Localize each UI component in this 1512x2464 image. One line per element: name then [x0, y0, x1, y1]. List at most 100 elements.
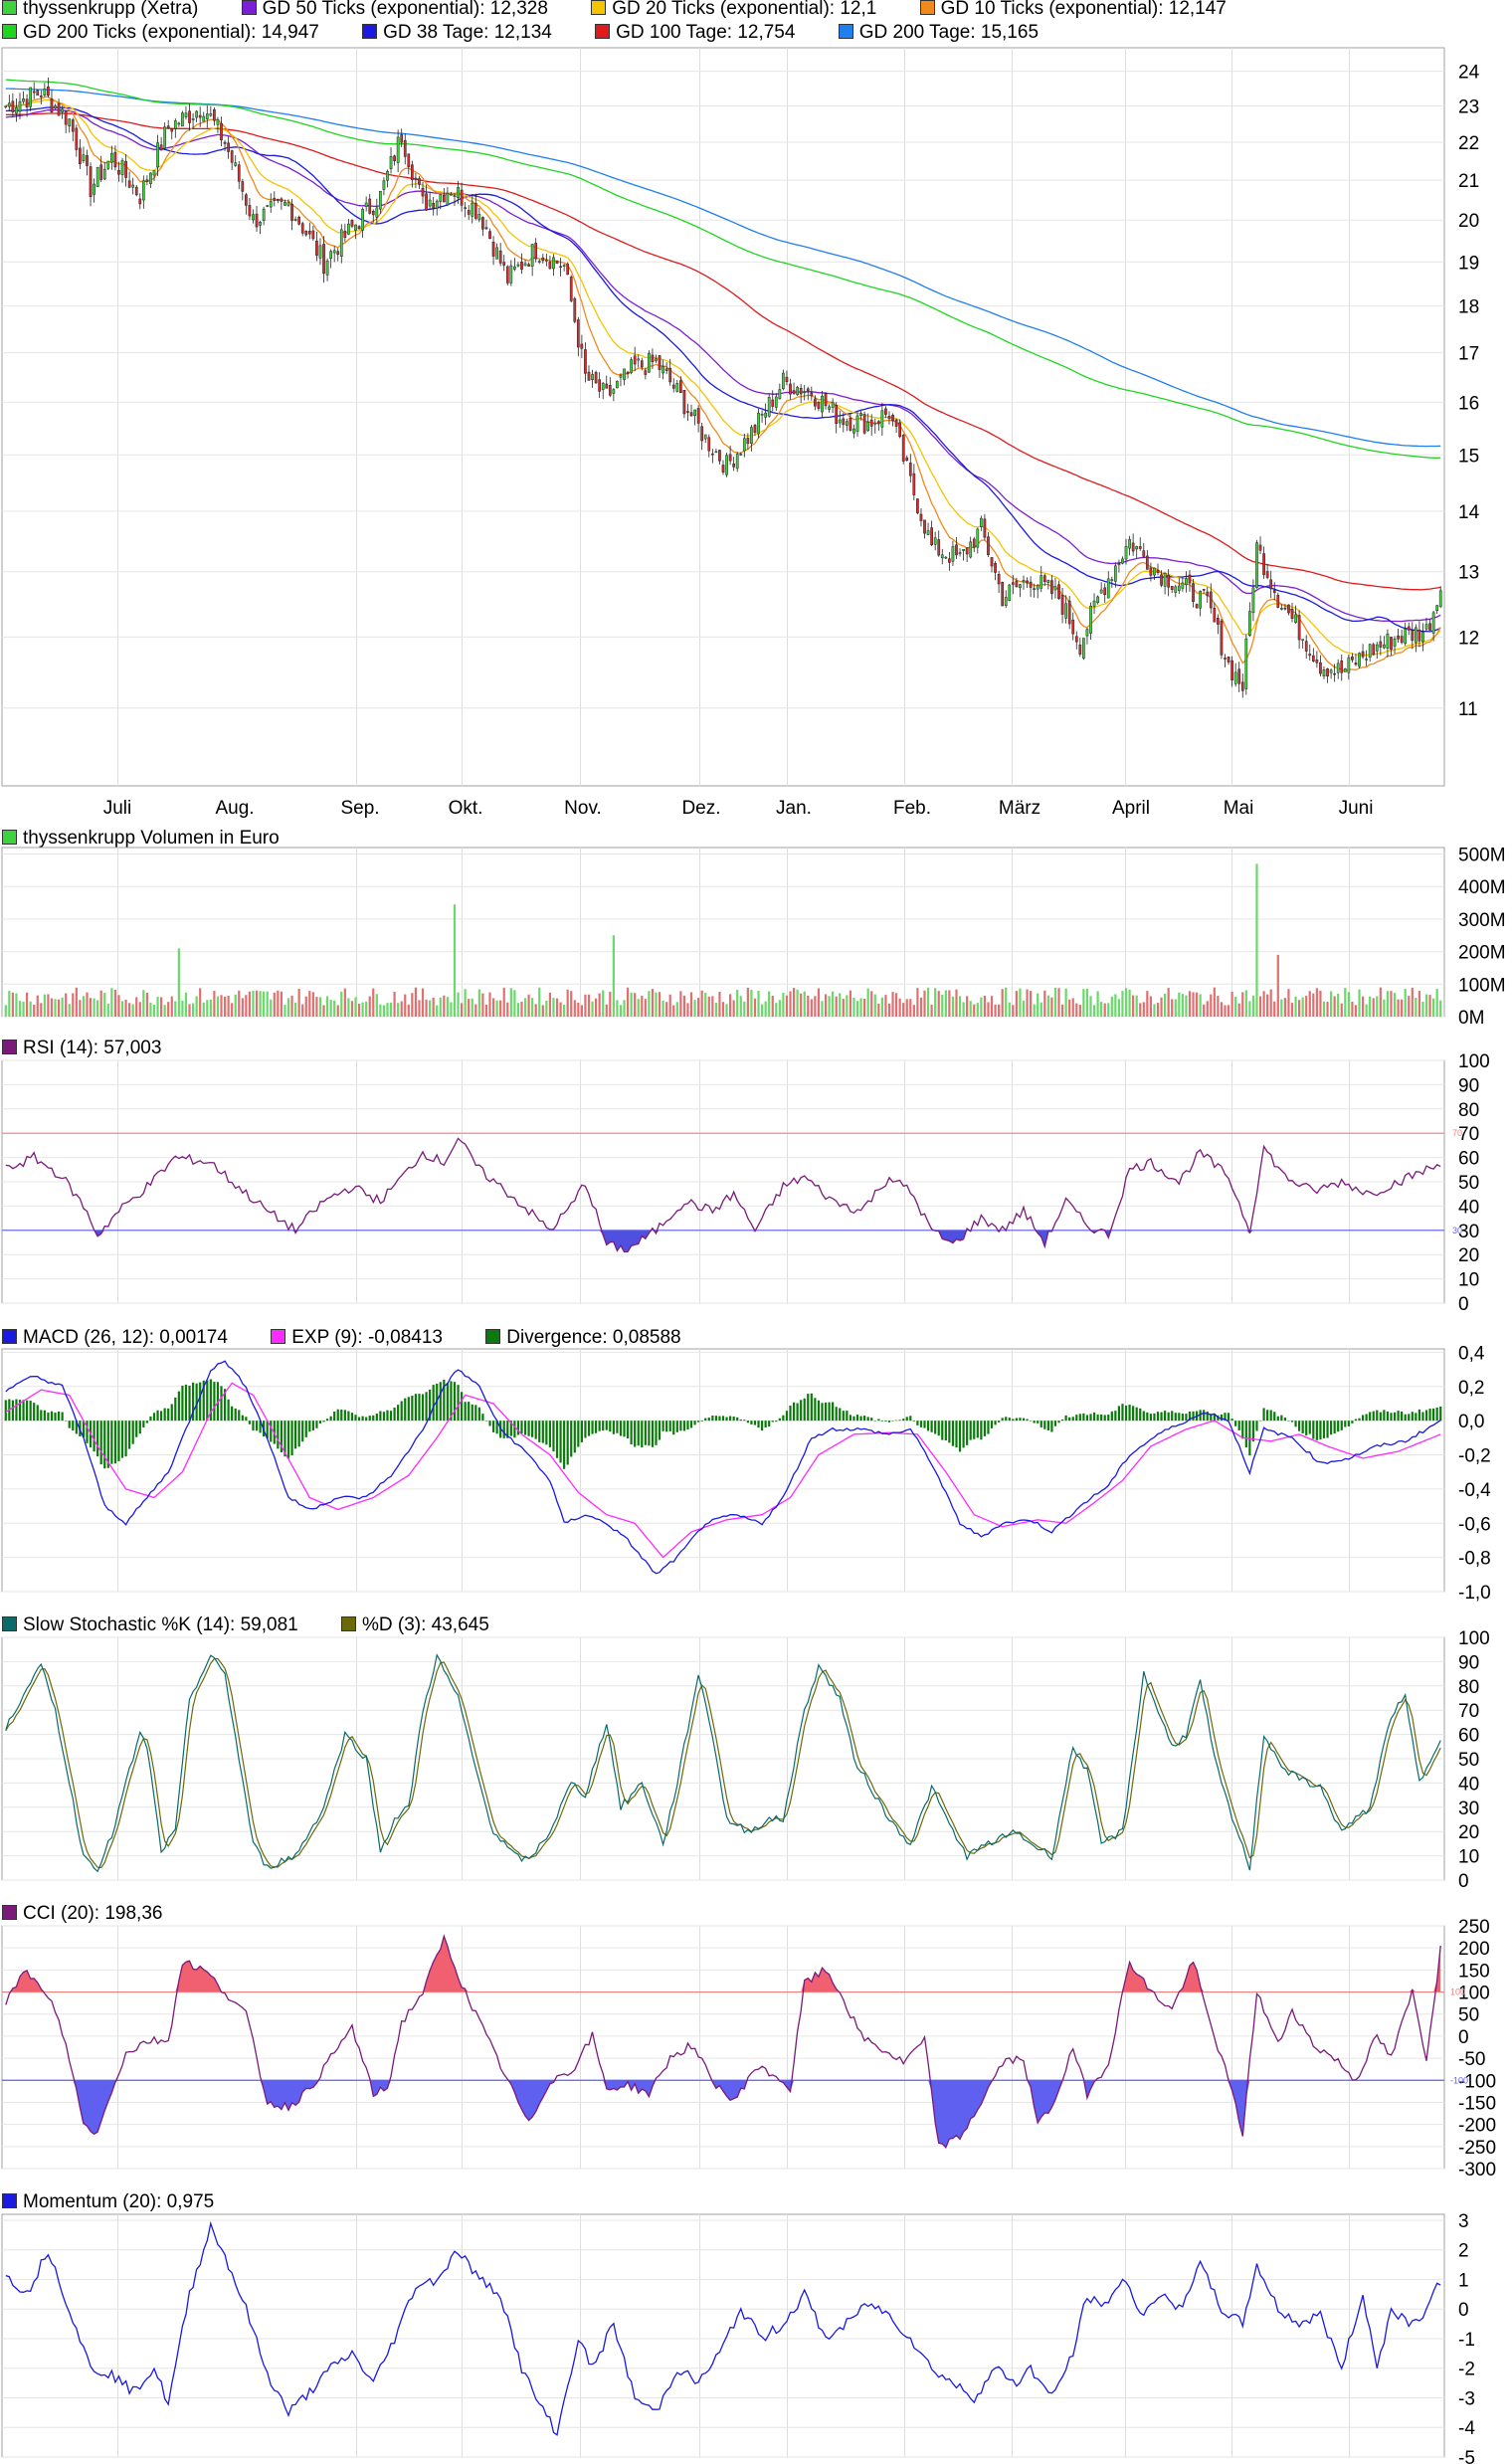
- macd-divergence-bar: [284, 1421, 286, 1457]
- volume-bar: [290, 995, 293, 1017]
- volume-bar: [548, 992, 552, 1017]
- volume-bar: [909, 999, 912, 1017]
- volume-bar: [386, 1003, 389, 1017]
- macd-divergence-bar: [407, 1397, 410, 1422]
- macd-divergence-bar: [1298, 1421, 1301, 1431]
- macd-divergence-bar: [468, 1402, 471, 1422]
- volume-bar: [969, 1001, 972, 1017]
- macd-divergence-bar: [743, 1420, 746, 1422]
- volume-bar: [580, 1005, 583, 1017]
- candle-body: [637, 358, 641, 361]
- x-axis-month-label: Sep.: [340, 798, 379, 819]
- candle-body: [159, 144, 163, 151]
- macd-divergence-bar: [1082, 1413, 1085, 1422]
- legend-swatch: [838, 24, 853, 39]
- macd-divergence-bar: [1043, 1421, 1046, 1429]
- candle-body: [1424, 624, 1428, 630]
- macd-divergence-bar: [531, 1421, 534, 1437]
- volume-bar: [400, 1001, 403, 1017]
- macd-divergence-bar: [863, 1416, 866, 1422]
- candle-body: [188, 110, 191, 123]
- macd-divergence-bar: [955, 1421, 958, 1448]
- macd-divergence-bar: [877, 1419, 880, 1422]
- macd-divergence-bar: [990, 1421, 994, 1428]
- volume-bar: [919, 997, 923, 1017]
- volume-bar: [1344, 988, 1347, 1017]
- macd-divergence-bar: [1344, 1421, 1347, 1427]
- macd-divergence-bar: [750, 1421, 753, 1424]
- candle-body: [1099, 589, 1103, 594]
- volume-bar: [1365, 1004, 1368, 1017]
- volume-bar: [1178, 992, 1181, 1017]
- volume-bar: [411, 993, 414, 1017]
- volume-bar: [425, 999, 428, 1017]
- candle-body: [1145, 555, 1149, 570]
- volume-bar: [1258, 996, 1262, 1017]
- macd-divergence-bar: [453, 1382, 457, 1422]
- volume-bar: [1019, 988, 1022, 1017]
- candle-body: [322, 244, 325, 274]
- volume-bar: [630, 992, 633, 1017]
- macd-divergence-bar: [626, 1421, 630, 1439]
- candle-body: [1244, 638, 1248, 689]
- macd-divergence-bar: [951, 1421, 955, 1446]
- volume-bar: [481, 993, 484, 1017]
- candle-body: [290, 203, 293, 221]
- macd-panel-y-tick-label: -0,4: [1458, 1480, 1491, 1501]
- volume-bar: [68, 1004, 71, 1017]
- candle-body: [138, 198, 142, 205]
- macd-divergence-bar: [538, 1421, 541, 1442]
- macd-divergence-bar: [548, 1421, 552, 1447]
- volume-bar: [937, 991, 940, 1017]
- macd-divergence-bar: [1167, 1412, 1170, 1422]
- macd-divergence-bar: [1421, 1412, 1424, 1422]
- candle-body: [852, 428, 855, 434]
- volume-bar: [775, 1003, 778, 1017]
- candle-body: [1347, 657, 1351, 673]
- candle-body: [1386, 633, 1390, 649]
- candle-body: [1217, 618, 1220, 625]
- candle-body: [237, 164, 241, 182]
- macd-divergence-bar: [898, 1420, 901, 1422]
- macd-divergence-bar: [1160, 1412, 1163, 1422]
- macd-divergence-bar: [1075, 1415, 1078, 1422]
- volume-bar: [15, 993, 18, 1017]
- volume-bar: [18, 1001, 22, 1017]
- macd-divergence-bar: [980, 1421, 983, 1440]
- legend-label: Momentum (20): 0,975: [23, 2191, 215, 2212]
- macd-divergence-bar: [527, 1421, 530, 1436]
- macd-divergence-bar: [1135, 1407, 1138, 1422]
- macd-divergence-bar: [994, 1421, 997, 1425]
- candle-body: [439, 193, 443, 202]
- candle-body: [1082, 638, 1085, 659]
- macd-divergence-bar: [393, 1407, 396, 1422]
- macd-divergence-bar: [252, 1421, 255, 1431]
- candle-body: [948, 558, 951, 563]
- volume-bar: [1294, 996, 1297, 1017]
- stochastic-panel-y-tick-label: 80: [1458, 1677, 1479, 1698]
- volume-bar: [72, 993, 75, 1017]
- macd-divergence-bar: [404, 1398, 407, 1422]
- volume-bar: [570, 991, 573, 1017]
- macd-divergence-bar: [817, 1400, 821, 1422]
- volume-bar: [966, 996, 969, 1017]
- volume-bar: [231, 1003, 234, 1017]
- macd-divergence-bar: [846, 1411, 849, 1422]
- macd-divergence-bar: [213, 1382, 216, 1422]
- candle-body: [502, 262, 506, 266]
- candle-body: [976, 528, 980, 548]
- volume-bar: [322, 1005, 325, 1017]
- volume-bar: [1255, 863, 1258, 1017]
- candle-body: [181, 112, 184, 127]
- cci-panel-y-tick-label: 50: [1458, 2005, 1479, 2026]
- candle-body: [1276, 594, 1280, 608]
- x-axis-month-label: Juli: [103, 798, 132, 819]
- volume-bar: [1337, 993, 1340, 1017]
- macd-legend: MACD (26, 12): 0,00174 EXP (9): -0,08413…: [2, 1327, 719, 1349]
- volume-bar: [255, 990, 259, 1017]
- volume-bar: [863, 999, 866, 1017]
- macd-divergence-bar: [227, 1399, 230, 1422]
- macd-divergence-bar: [241, 1415, 244, 1422]
- candle-body: [1301, 639, 1305, 641]
- candle-body: [682, 389, 686, 415]
